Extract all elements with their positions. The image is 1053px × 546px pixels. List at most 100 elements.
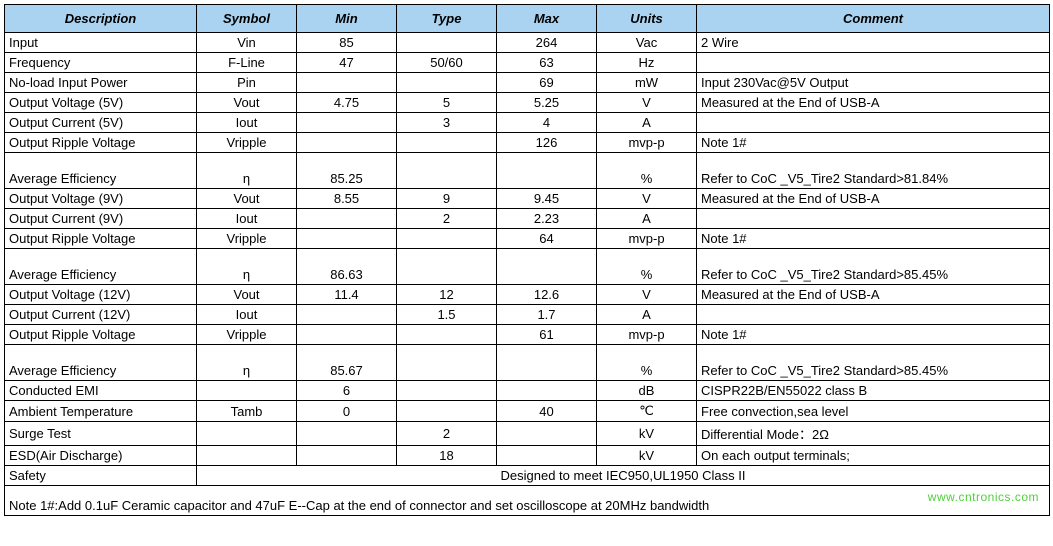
cell-comment: 2 Wire <box>697 33 1050 53</box>
cell-symbol: Iout <box>197 209 297 229</box>
cell-units: V <box>597 93 697 113</box>
cell-comment: CISPR22B/EN55022 class B <box>697 381 1050 401</box>
cell-min: 86.63 <box>297 249 397 285</box>
cell-units: V <box>597 285 697 305</box>
cell-type: 2 <box>397 422 497 446</box>
cell-max: 69 <box>497 73 597 93</box>
cell-min <box>297 133 397 153</box>
cell-min: 8.55 <box>297 189 397 209</box>
cell-description: Conducted EMI <box>5 381 197 401</box>
cell-comment <box>697 305 1050 325</box>
col-units: Units <box>597 5 697 33</box>
cell-description: Output Ripple Voltage <box>5 325 197 345</box>
cell-min: 11.4 <box>297 285 397 305</box>
cell-description: Ambient Temperature <box>5 401 197 422</box>
cell-description: ESD(Air Discharge) <box>5 446 197 466</box>
cell-symbol: Tamb <box>197 401 297 422</box>
cell-description: Output Voltage (12V) <box>5 285 197 305</box>
cell-comment: Free convection,sea level <box>697 401 1050 422</box>
cell-units: % <box>597 345 697 381</box>
table-row: Output Ripple VoltageVripple64mvp-pNote … <box>5 229 1050 249</box>
cell-comment: Refer to CoC _V5_Tire2 Standard>81.84% <box>697 153 1050 189</box>
cell-max: 5.25 <box>497 93 597 113</box>
cell-max: 2.23 <box>497 209 597 229</box>
cell-units: A <box>597 305 697 325</box>
table-row: Output Voltage (5V)Vout4.7555.25VMeasure… <box>5 93 1050 113</box>
cell-units: kV <box>597 422 697 446</box>
cell-units: A <box>597 113 697 133</box>
cell-comment <box>697 113 1050 133</box>
cell-max <box>497 345 597 381</box>
cell-symbol: Vout <box>197 189 297 209</box>
cell-symbol: Iout <box>197 113 297 133</box>
table-row: Output Current (12V)Iout1.51.7A <box>5 305 1050 325</box>
cell-description: Output Voltage (5V) <box>5 93 197 113</box>
cell-symbol: Vripple <box>197 229 297 249</box>
cell-type <box>397 381 497 401</box>
cell-units: ℃ <box>597 401 697 422</box>
cell-comment: Note 1# <box>697 133 1050 153</box>
cell-min: 4.75 <box>297 93 397 113</box>
table-row: Average Efficiencyη85.25%Refer to CoC _V… <box>5 153 1050 189</box>
cell-description: Average Efficiency <box>5 249 197 285</box>
table-row: No-load Input PowerPin69mWInput 230Vac@5… <box>5 73 1050 93</box>
cell-symbol <box>197 381 297 401</box>
cell-max <box>497 153 597 189</box>
cell-type: 2 <box>397 209 497 229</box>
cell-comment <box>697 53 1050 73</box>
cell-max: 61 <box>497 325 597 345</box>
cell-symbol <box>197 446 297 466</box>
cell-max: 1.7 <box>497 305 597 325</box>
cell-min: 85 <box>297 33 397 53</box>
table-row: Average Efficiencyη86.63%Refer to CoC _V… <box>5 249 1050 285</box>
cell-symbol: Vripple <box>197 133 297 153</box>
cell-min: 47 <box>297 53 397 73</box>
cell-description: Output Current (9V) <box>5 209 197 229</box>
cell-comment: Refer to CoC _V5_Tire2 Standard>85.45% <box>697 345 1050 381</box>
cell-min <box>297 422 397 446</box>
cell-safety-merged: Designed to meet IEC950,UL1950 Class II <box>197 466 1050 486</box>
col-type: Type <box>397 5 497 33</box>
cell-description: Frequency <box>5 53 197 73</box>
cell-comment: Refer to CoC _V5_Tire2 Standard>85.45% <box>697 249 1050 285</box>
cell-units: mvp-p <box>597 133 697 153</box>
cell-min: 6 <box>297 381 397 401</box>
table-row: Output Ripple VoltageVripple61mvp-pNote … <box>5 325 1050 345</box>
cell-symbol: Vout <box>197 93 297 113</box>
table-header: Description Symbol Min Type Max Units Co… <box>5 5 1050 33</box>
cell-symbol: Pin <box>197 73 297 93</box>
cell-comment: Note 1# <box>697 325 1050 345</box>
table-row: InputVin85264Vac2 Wire <box>5 33 1050 53</box>
cell-min: 85.25 <box>297 153 397 189</box>
cell-description: Output Ripple Voltage <box>5 229 197 249</box>
footer-note-row: Note 1#:Add 0.1uF Ceramic capacitor and … <box>5 486 1050 516</box>
cell-type: 3 <box>397 113 497 133</box>
cell-units: mvp-p <box>597 229 697 249</box>
table-row: ESD(Air Discharge)18kVOn each output ter… <box>5 446 1050 466</box>
cell-description: Input <box>5 33 197 53</box>
cell-type <box>397 325 497 345</box>
cell-symbol: Vripple <box>197 325 297 345</box>
table-row: Surge Test2kVDifferential Mode：2Ω <box>5 422 1050 446</box>
col-max: Max <box>497 5 597 33</box>
cell-comment: On each output terminals; <box>697 446 1050 466</box>
cell-type: 18 <box>397 446 497 466</box>
cell-comment: Measured at the End of USB-A <box>697 189 1050 209</box>
cell-min <box>297 113 397 133</box>
cell-type: 5 <box>397 93 497 113</box>
cell-comment <box>697 209 1050 229</box>
cell-description: Output Current (12V) <box>5 305 197 325</box>
cell-min <box>297 446 397 466</box>
cell-max <box>497 422 597 446</box>
cell-max: 64 <box>497 229 597 249</box>
cell-description: No-load Input Power <box>5 73 197 93</box>
cell-type <box>397 401 497 422</box>
cell-type <box>397 229 497 249</box>
cell-symbol <box>197 422 297 446</box>
cell-max: 63 <box>497 53 597 73</box>
col-comment: Comment <box>697 5 1050 33</box>
cell-units: Vac <box>597 33 697 53</box>
cell-description: Average Efficiency <box>5 345 197 381</box>
cell-symbol: Vout <box>197 285 297 305</box>
cell-type <box>397 249 497 285</box>
